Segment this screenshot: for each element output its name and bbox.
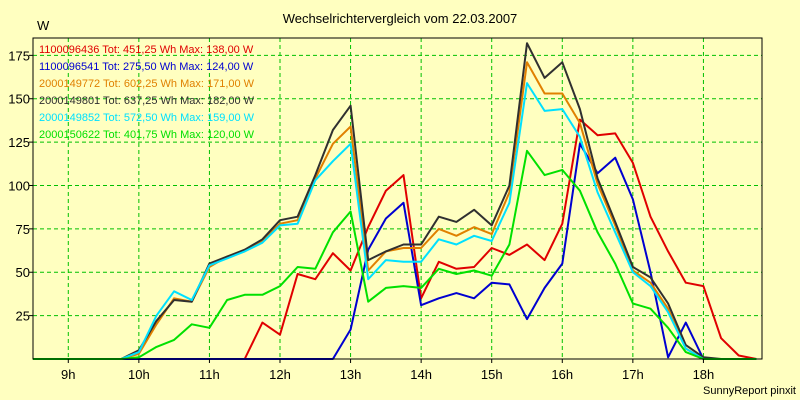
legend-entry: 2000149852 Tot: 572,50 Wh Max: 159,00 W <box>39 112 255 124</box>
credit-label: SunnyReport pinxit <box>703 385 796 397</box>
x-tick-label: 14h <box>410 367 432 382</box>
grid <box>33 38 762 359</box>
legend-entry: 2000149772 Tot: 602,25 Wh Max: 171,00 W <box>39 78 255 90</box>
x-tick-label: 18h <box>693 367 715 382</box>
x-tick-label: 17h <box>622 367 644 382</box>
legend-entry: 2000150622 Tot: 401,75 Wh Max: 120,00 W <box>39 129 255 141</box>
x-tick-label: 13h <box>340 367 362 382</box>
x-tick-label: 12h <box>269 367 291 382</box>
x-tick-label: 11h <box>199 367 220 382</box>
y-tick-label: 25 <box>16 309 30 324</box>
legend-entry: 1100096436 Tot: 451,25 Wh Max: 138,00 W <box>39 44 254 56</box>
x-tick-label: 16h <box>551 367 573 382</box>
series-line-6 <box>33 149 757 360</box>
x-tick-label: 15h <box>481 367 503 382</box>
series-line-2 <box>33 142 757 360</box>
legend-entry: 1100096541 Tot: 275,50 Wh Max: 124,00 W <box>39 61 254 73</box>
plot-frame <box>32 37 763 360</box>
series-lines <box>33 42 757 360</box>
series-line-1 <box>33 118 757 360</box>
y-tick-label: 75 <box>16 222 30 237</box>
legend-entry: 2000149801 Tot: 637,25 Wh Max: 182,00 W <box>39 95 255 107</box>
y-tick-label: 50 <box>16 265 30 280</box>
legend: 1100096436 Tot: 451,25 Wh Max: 138,00 W 1… <box>39 44 255 141</box>
y-tick-label: 125 <box>8 135 30 150</box>
y-tick-label: 150 <box>8 92 30 107</box>
series-line-4 <box>33 42 757 360</box>
x-tick-label: 10h <box>128 367 150 382</box>
x-tick-label: 9h <box>61 367 75 382</box>
chart-title: Wechselrichtervergleich vom 22.03.2007 <box>283 11 518 26</box>
tick-labels: 25 50 75 100 125 150 175 9h 10h 11h 12h 13h 14h 15h 16… <box>8 48 714 382</box>
series-line-5 <box>33 82 757 360</box>
axes <box>29 37 763 363</box>
y-tick-label: 175 <box>8 48 30 63</box>
y-axis-unit: W <box>37 18 50 33</box>
series-line-3 <box>33 61 757 360</box>
y-tick-label: 100 <box>8 178 30 193</box>
